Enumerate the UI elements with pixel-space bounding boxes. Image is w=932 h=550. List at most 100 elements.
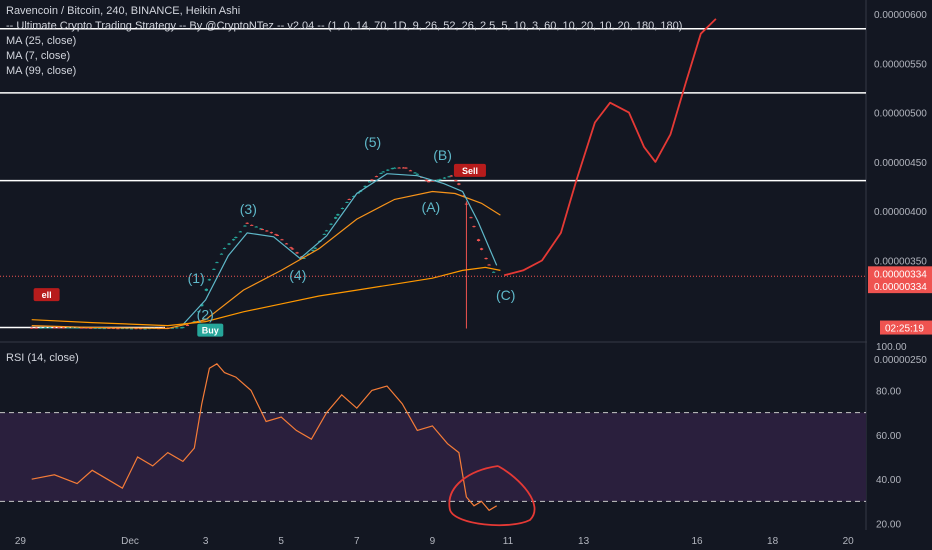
candle-body: [274, 234, 278, 236]
signal-badges: Buy Sell ell: [33, 163, 486, 337]
wave-label: (B): [433, 147, 452, 163]
time-axis[interactable]: 29 Dec 3 5 7 9 11 13 16 18 20: [15, 536, 854, 547]
candle-body: [472, 226, 476, 228]
candle-body: [290, 248, 295, 250]
candle-body: [52, 327, 56, 329]
candle-body: [302, 257, 306, 259]
candle-body: [219, 253, 224, 255]
candle-body: [449, 175, 453, 177]
candle-body: [322, 233, 326, 235]
symbol-title[interactable]: Ravencoin / Bitcoin, 240, BINANCE, Heiki…: [6, 5, 241, 17]
candle-body: [336, 214, 340, 216]
candle-body: [98, 327, 102, 329]
candle-body: [93, 327, 97, 329]
candle-body: [254, 226, 258, 228]
candle-body: [143, 328, 147, 330]
candle-body: [215, 262, 219, 264]
wave-label: (C): [496, 287, 515, 303]
ma7-label[interactable]: MA (7, close): [6, 50, 71, 62]
candle-body: [379, 173, 383, 175]
signal-label: Buy: [202, 326, 219, 336]
rsi-tick: 20.00: [876, 520, 901, 531]
candle-body: [227, 243, 231, 245]
candle-body: [175, 327, 179, 329]
ma7-line: [182, 173, 498, 326]
candle-body: [245, 222, 249, 224]
price-tag: [868, 279, 932, 294]
candle-body: [70, 327, 75, 329]
price-tag-label: 0.00000334: [874, 282, 927, 293]
time-tick: 9: [430, 536, 436, 547]
candle-body: [269, 232, 273, 234]
candle-body: [200, 304, 204, 307]
ma99-label[interactable]: MA (99, close): [6, 65, 77, 77]
forecast-drawing[interactable]: [0, 18, 866, 527]
candle-body: [284, 243, 289, 245]
wave-label: (4): [289, 267, 306, 283]
candle-body: [397, 167, 401, 169]
candle-body: [125, 328, 129, 330]
candle-body: [469, 217, 473, 219]
candle-body: [43, 327, 47, 329]
candle-body: [75, 327, 79, 329]
wave-label: (3): [240, 201, 257, 217]
price-tick: 0.00000600: [874, 10, 927, 21]
wave-label: (A): [422, 199, 441, 215]
candle-body: [347, 199, 351, 201]
price-axis[interactable]: 0.00000600 0.00000550 0.00000500 0.00000450…: [867, 0, 932, 550]
candle-body: [102, 328, 106, 330]
candle-body: [289, 247, 293, 249]
time-tick: Dec: [121, 536, 139, 547]
candle-body: [415, 173, 419, 175]
time-tick: 5: [278, 536, 284, 547]
candle-body: [329, 223, 333, 225]
countdown-label: 02:25:19: [885, 324, 924, 335]
candle-body: [185, 324, 190, 326]
rsi-circle: [448, 465, 536, 527]
strategy-title[interactable]: -- Ultimate Crypto Trading Strategy -- B…: [6, 20, 683, 32]
rsi-tick: 80.00: [876, 386, 901, 397]
candle-body: [436, 179, 440, 181]
countdown-tag: [880, 320, 932, 335]
candle-body: [295, 252, 299, 254]
price-tick: 0.00000400: [874, 207, 927, 218]
candle-body: [260, 229, 264, 231]
candle-body: [345, 202, 349, 204]
price-tag-label: 0.00000334: [874, 269, 927, 280]
wave-labels: (1) (2) (3) (4) (5) (A) (B) (C): [188, 134, 516, 323]
candle-body: [457, 183, 461, 185]
candle-body: [313, 247, 317, 249]
wave-label: (5): [364, 134, 381, 150]
candle-body: [408, 170, 413, 172]
candle-body: [80, 327, 84, 329]
candle-body: [424, 179, 428, 181]
candle-body: [34, 327, 38, 329]
candle-body: [238, 231, 242, 233]
signal-badge: [197, 323, 224, 337]
candle-body: [476, 239, 481, 241]
candle-body: [120, 328, 125, 330]
candle-body: [197, 311, 201, 313]
candle-body: [275, 234, 280, 236]
candle-body: [265, 230, 269, 232]
signal-badge: [453, 163, 486, 177]
rsi-pane: 100.00 80.00 60.00 40.00 20.00: [0, 342, 907, 531]
ma25-label[interactable]: MA (25, close): [6, 35, 77, 47]
candle-body: [207, 279, 211, 281]
price-tick: 0.00000500: [874, 109, 927, 120]
candle-body: [413, 172, 417, 174]
candle-body: [234, 236, 238, 238]
time-tick: 13: [578, 536, 590, 547]
candle-body: [107, 327, 111, 329]
rsi-label[interactable]: RSI (14, close): [6, 352, 79, 364]
forecast-curve: [503, 18, 717, 277]
candle-body: [250, 224, 254, 226]
rsi-tick: 60.00: [876, 431, 901, 442]
candle-body: [311, 249, 315, 251]
candlesticks: [30, 167, 496, 330]
candle-body: [324, 230, 329, 232]
rsi-line: [31, 363, 498, 512]
candle-body: [61, 327, 66, 329]
candle-body: [222, 248, 227, 250]
